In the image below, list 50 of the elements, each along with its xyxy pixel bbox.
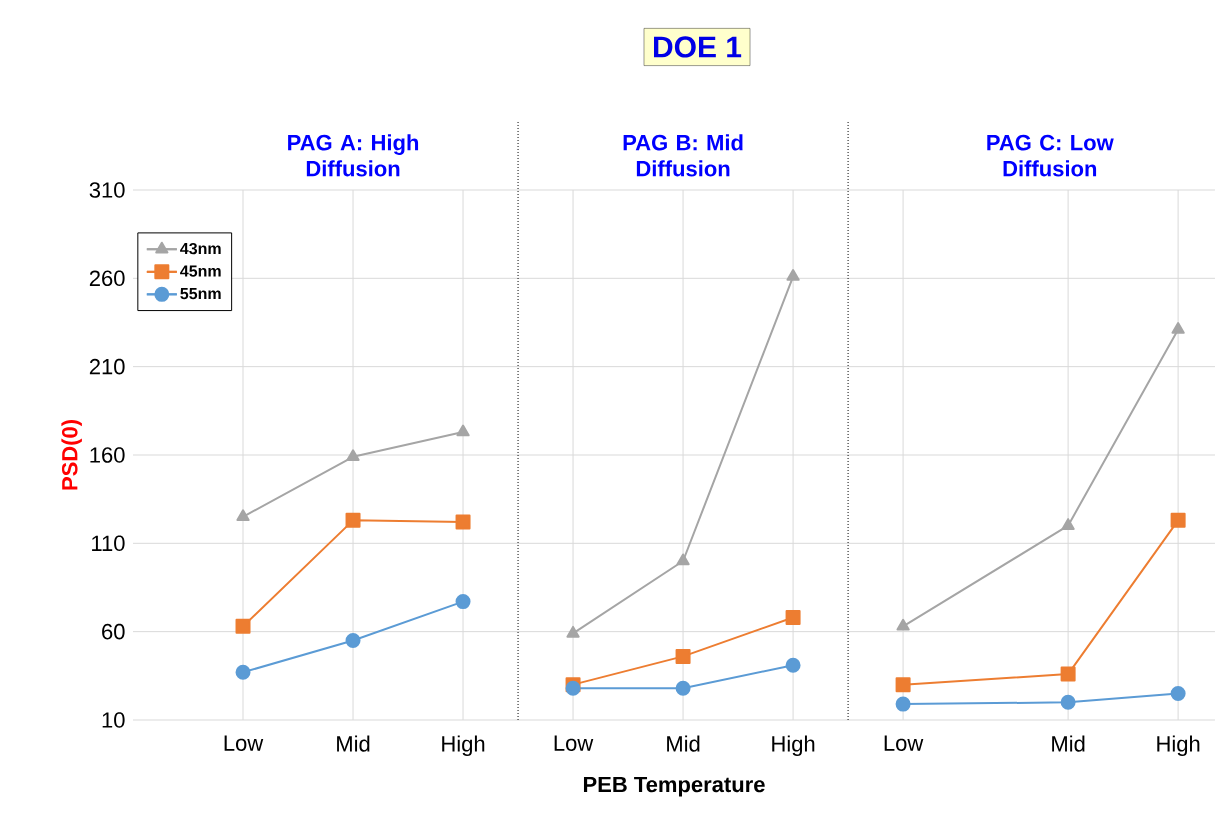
y-tick-label: 160 <box>90 447 125 463</box>
y-axis-title: PSD(0) <box>61 420 82 490</box>
y-tick-label: 60 <box>102 623 125 640</box>
point <box>1171 322 1185 334</box>
point <box>1170 685 1186 701</box>
point <box>675 648 691 664</box>
x-tick-label: Low <box>884 735 924 751</box>
point <box>345 512 361 528</box>
x-axis-title: PEB Temperature <box>583 776 765 797</box>
point <box>235 664 251 680</box>
point <box>346 449 360 462</box>
legend-label: 43nm <box>180 242 221 255</box>
point <box>345 632 361 648</box>
point <box>676 553 690 566</box>
point <box>235 618 251 634</box>
chart-title: DOE 1 <box>654 36 742 58</box>
point <box>785 610 801 626</box>
point <box>1061 518 1075 530</box>
x-tick-label: Mid <box>337 735 370 752</box>
x-tick-label: Mid <box>1052 735 1085 752</box>
x-tick-label: Low <box>554 735 594 751</box>
text: PAG C: Low Diffusion <box>987 134 1114 177</box>
point <box>896 618 910 631</box>
point <box>675 680 691 696</box>
y-tick-label: 10 <box>102 712 125 728</box>
x-tick-label: High <box>772 735 815 757</box>
x-tick-label: High <box>1157 735 1200 757</box>
y-tick-label: 310 <box>89 182 125 198</box>
point <box>455 594 471 610</box>
point <box>566 625 580 638</box>
point <box>786 269 800 281</box>
legend-label: 55nm <box>180 288 221 300</box>
point <box>1060 666 1076 682</box>
text: PAG A: High Diffusion <box>288 134 419 177</box>
x-tick-label: Mid <box>667 735 700 752</box>
point <box>456 424 470 437</box>
point <box>455 514 471 530</box>
y-tick-label: 110 <box>92 535 125 552</box>
point <box>1060 694 1076 710</box>
y-tick-label: 210 <box>89 358 125 375</box>
x-tick-label: Low <box>224 735 264 751</box>
point <box>236 509 250 522</box>
text: PAG B: Mid Diffusion <box>623 134 743 177</box>
point <box>1170 512 1186 528</box>
point <box>895 677 911 693</box>
y-tick-label: 260 <box>89 270 125 287</box>
point <box>785 657 801 673</box>
x-tick-label: High <box>442 735 485 757</box>
point <box>895 696 911 712</box>
legend-label: 45nm <box>180 265 221 277</box>
